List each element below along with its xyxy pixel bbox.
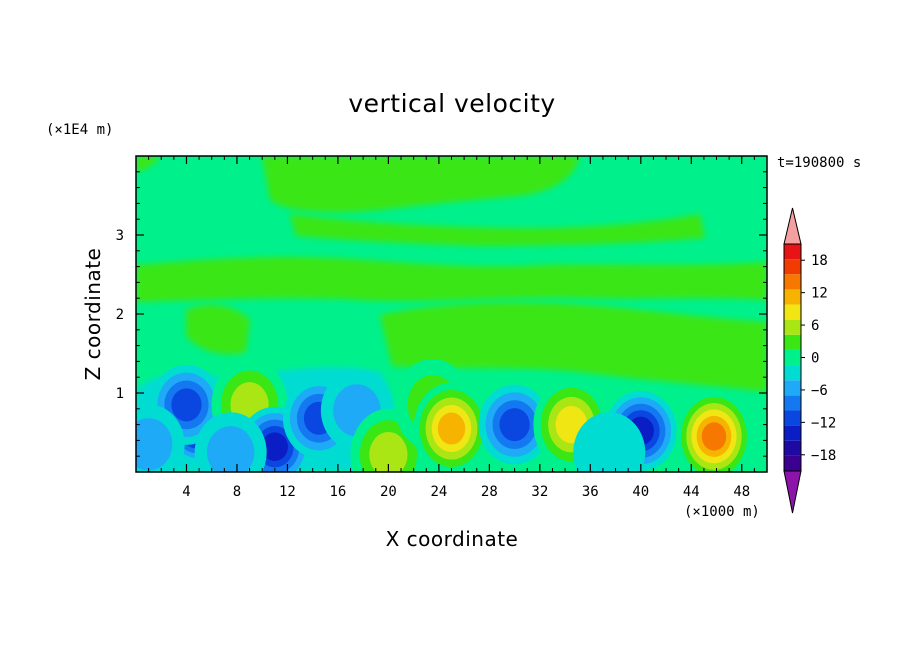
colorbar-segment	[784, 365, 801, 381]
y-tick-label: 2	[116, 307, 124, 323]
upper-band-1	[262, 156, 580, 213]
x-axis-ticks: 4 8 12 16 20 24 28 32 36 40 44 48	[148, 156, 768, 500]
contour-level	[499, 408, 530, 442]
colorbar-label: −6	[811, 383, 828, 399]
x-tick-label: 24	[430, 484, 447, 500]
colorbar: 18 12 6 0 −6 −12 −18	[783, 207, 836, 514]
y-axis-title: Z coordinate	[81, 248, 105, 381]
colorbar-segment	[784, 380, 801, 396]
contour-level	[206, 426, 255, 472]
y-unit-label: (×1E4 m)	[46, 122, 113, 138]
upper-band-3	[136, 257, 767, 302]
x-tick-label: 44	[683, 484, 700, 500]
x-tick-label: 12	[279, 484, 296, 500]
time-label: t=190800 s	[777, 155, 861, 171]
velocity-cell	[136, 404, 185, 472]
contour-level	[701, 422, 727, 451]
x-tick-label: 4	[182, 484, 190, 500]
velocity-cell	[413, 382, 490, 472]
x-tick-label: 32	[531, 484, 548, 500]
colorbar-segment	[784, 319, 801, 335]
colorbar-segment	[784, 304, 801, 320]
colorbar-segment	[784, 349, 801, 366]
colorbar-segment	[784, 289, 801, 305]
contour-level	[261, 432, 288, 462]
x-tick-label: 48	[733, 484, 750, 500]
colorbar-segment	[784, 455, 801, 471]
velocity-cell	[573, 412, 646, 472]
contour-level	[573, 412, 646, 472]
x-tick-label: 16	[329, 484, 346, 500]
x-tick-label: 28	[481, 484, 498, 500]
colorbar-label: −12	[811, 415, 836, 431]
contour-field	[136, 156, 767, 472]
x-tick-label: 36	[582, 484, 599, 500]
left-band	[186, 305, 250, 355]
velocity-cells	[136, 358, 752, 472]
upper-band-2	[136, 156, 160, 172]
x-unit-label: (×1000 m)	[684, 504, 760, 520]
colorbar-segment	[784, 244, 801, 260]
contour-level	[437, 412, 466, 445]
colorbar-segment	[784, 440, 801, 456]
x-tick-label: 20	[380, 484, 397, 500]
colorbar-over-arrow	[783, 207, 802, 245]
y-tick-label: 1	[116, 386, 124, 402]
colorbar-under-arrow	[783, 470, 802, 514]
y-axis-ticks: 1 2 3	[116, 171, 767, 473]
colorbar-label: −18	[811, 448, 836, 464]
contour-level	[171, 388, 202, 422]
colorbar-segment	[784, 274, 801, 290]
velocity-cell	[194, 412, 267, 472]
colorbar-label: 12	[811, 286, 828, 302]
mid-band	[290, 214, 705, 246]
colorbar-segment	[784, 425, 801, 441]
chart-title: vertical velocity	[348, 89, 555, 118]
colorbar-segment	[784, 395, 801, 411]
x-tick-label: 8	[233, 484, 241, 500]
colorbar-segment	[784, 410, 801, 426]
colorbar-segment	[784, 259, 801, 275]
x-axis-title: X coordinate	[386, 527, 519, 551]
low-band	[380, 302, 767, 392]
colorbar-label: 0	[811, 351, 819, 367]
velocity-cell	[676, 390, 752, 472]
colorbar-label: 18	[811, 253, 828, 269]
contour-level	[369, 431, 408, 472]
contour-level	[136, 418, 173, 471]
y-tick-label: 3	[116, 228, 124, 244]
colorbar-segment	[784, 334, 801, 350]
x-tick-label: 40	[632, 484, 649, 500]
velocity-cell	[478, 384, 551, 465]
plot-area	[135, 155, 768, 473]
colorbar-label: 6	[811, 318, 819, 334]
